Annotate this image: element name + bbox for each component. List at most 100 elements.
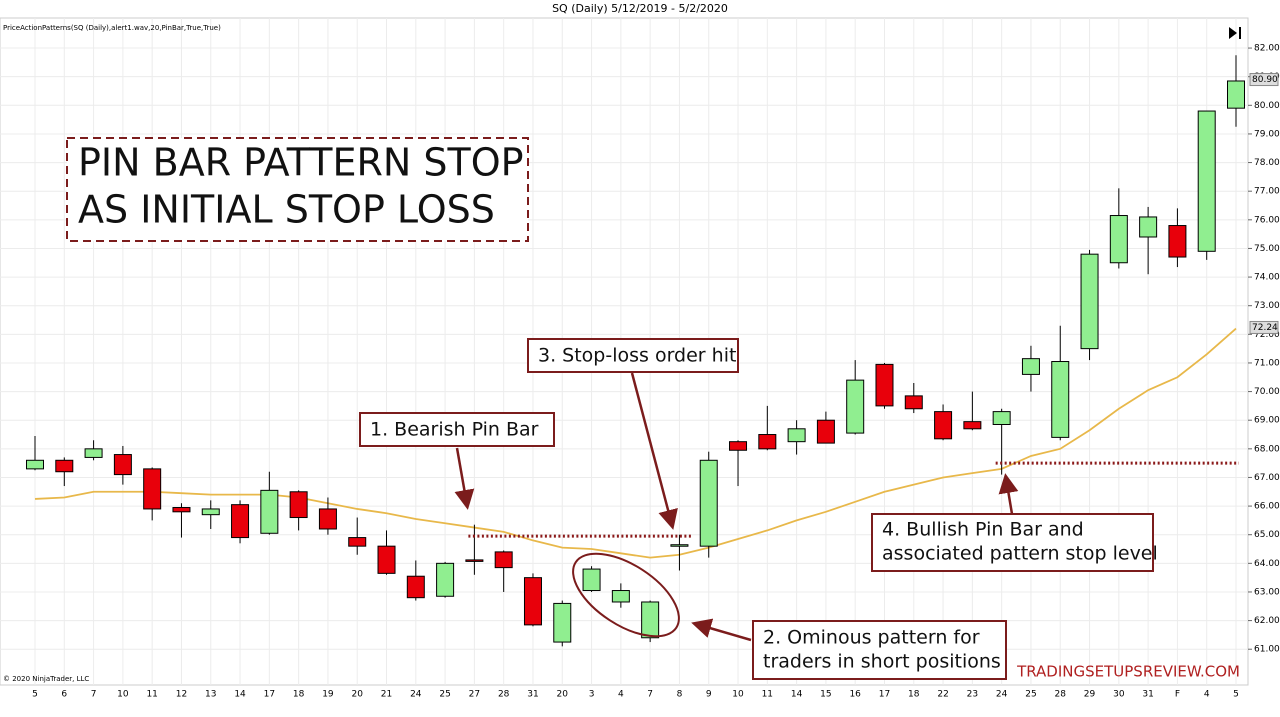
y-tick-label: 61.00	[1254, 645, 1280, 655]
x-tick-label: 20	[351, 690, 363, 700]
headline: PIN BAR PATTERN STOP	[78, 141, 524, 185]
marks	[26, 55, 1245, 647]
candle-body	[553, 602, 572, 643]
candle-body	[1197, 110, 1216, 252]
x-tick-label: 13	[205, 690, 216, 700]
y-tick-label: 73.00	[1254, 301, 1280, 311]
candle-body	[699, 459, 718, 547]
x-tick-label: F	[1175, 690, 1180, 700]
x-tick-label: 11	[762, 690, 773, 700]
x-tick-label: 31	[527, 690, 538, 700]
x-tick-label: 29	[1084, 690, 1096, 700]
watermark: TRADINGSETUPSREVIEW.COM	[1016, 663, 1240, 681]
x-tick-label: 25	[439, 690, 450, 700]
x-tick-label: 17	[879, 690, 890, 700]
x-tick-label: 16	[849, 690, 861, 700]
headline: AS INITIAL STOP LOSS	[78, 188, 495, 232]
x-tick-label: 3	[589, 690, 595, 700]
candle-body	[172, 507, 191, 513]
x-tick-label: 22	[937, 690, 948, 700]
annotation: 3. Stop-loss order hit	[538, 345, 736, 367]
y-tick-label: 77.00	[1254, 187, 1280, 197]
x-tick-label: 15	[820, 690, 831, 700]
y-tick-label: 70.00	[1254, 387, 1280, 397]
annotation: 4. Bullish Pin Bar and	[882, 519, 1084, 541]
x-tick-label: 24	[410, 690, 422, 700]
candle-body	[729, 441, 748, 451]
x-tick-label: 24	[996, 690, 1008, 700]
candle-body	[758, 434, 777, 450]
candle-body	[494, 551, 513, 569]
x-tick-label: 8	[677, 690, 683, 700]
x-tick-label: 27	[469, 690, 480, 700]
y-tick-label: 80.00	[1254, 101, 1280, 111]
y-tick-label: 71.00	[1254, 358, 1280, 368]
candle-body	[406, 575, 425, 599]
x-tick-label: 5	[1233, 690, 1239, 700]
candle-body	[1080, 253, 1099, 350]
candle-body	[523, 577, 542, 626]
x-tick-label: 12	[176, 690, 187, 700]
copyright: © 2020 NinjaTrader, LLC	[3, 675, 89, 683]
candle-body	[1051, 361, 1070, 438]
arrow	[998, 473, 1019, 515]
candle-body	[582, 568, 601, 592]
x-tick-label: 19	[322, 690, 334, 700]
price-marker-label: 80.90	[1252, 75, 1278, 85]
candle-body	[904, 395, 923, 410]
candle-body	[26, 459, 44, 470]
candle-body	[1139, 216, 1158, 238]
y-tick-label: 66.00	[1254, 502, 1280, 512]
y-tick-label: 82.00	[1254, 44, 1280, 54]
candle-body	[377, 545, 396, 574]
y-tick-label: 76.00	[1254, 215, 1280, 225]
x-tick-label: 17	[264, 690, 275, 700]
y-tick-label: 67.00	[1254, 473, 1280, 483]
x-tick-label: 28	[1055, 690, 1067, 700]
headline-box	[66, 137, 529, 242]
scroll-end-icon[interactable]	[1229, 27, 1241, 39]
x-tick-label: 6	[61, 690, 67, 700]
candle-body	[846, 379, 865, 434]
indicator-label: PriceActionPatterns(SQ (Daily),alert1.wa…	[3, 24, 221, 32]
annotation: traders in short positions	[763, 651, 1001, 673]
candle-body	[260, 489, 279, 534]
annotation: associated pattern stop level	[882, 543, 1158, 565]
x-tick-label: 7	[91, 690, 97, 700]
y-tick-label: 64.00	[1254, 559, 1280, 569]
candle-body	[1227, 80, 1245, 109]
candle-body	[1021, 358, 1040, 375]
candle-body	[787, 428, 806, 443]
annotation-box	[359, 412, 555, 447]
x-tick-label: 9	[706, 690, 712, 700]
x-tick-label: 10	[732, 690, 744, 700]
candle-body	[611, 590, 630, 603]
candle-body	[963, 421, 982, 430]
candle-body	[143, 468, 162, 510]
arrow	[454, 447, 475, 510]
price-marker	[1249, 320, 1279, 334]
x-tick-label: 18	[293, 690, 305, 700]
candle-body	[436, 562, 455, 597]
x-tick-label: 4	[618, 690, 624, 700]
highlight-ellipse	[572, 552, 680, 638]
x-tick-label: 11	[146, 690, 157, 700]
candle-body	[1168, 225, 1187, 258]
x-tick-label: 4	[1204, 690, 1210, 700]
candle-body	[201, 508, 220, 516]
y-tick-label: 79.00	[1254, 129, 1280, 139]
y-tick-label: 74.00	[1254, 273, 1280, 283]
y-tick-label: 68.00	[1254, 444, 1280, 454]
candle-body	[1109, 215, 1128, 264]
y-tick-label: 69.00	[1254, 416, 1280, 426]
candle-body	[670, 544, 689, 547]
x-tick-label: 5	[32, 690, 38, 700]
x-tick-label: 30	[1113, 690, 1125, 700]
candle-body	[875, 363, 894, 407]
x-tick-label: 23	[967, 690, 978, 700]
x-tick-label: 28	[498, 690, 510, 700]
candle-body	[641, 601, 660, 639]
price-marker	[1249, 73, 1279, 87]
annotation-box	[527, 338, 739, 373]
